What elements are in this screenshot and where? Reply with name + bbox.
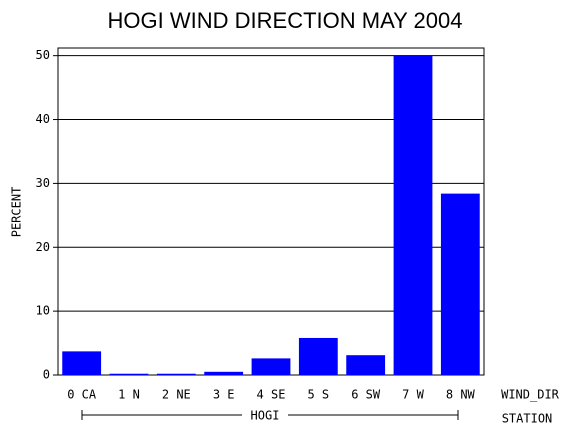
bar <box>251 358 291 375</box>
y-tick-label: 50 <box>36 48 50 62</box>
bar <box>109 373 149 375</box>
x-tick-label: 5 S <box>307 388 329 402</box>
y-tick-label: 40 <box>36 112 50 126</box>
group-label-bg <box>242 407 288 423</box>
bar <box>298 337 338 375</box>
y-axis-label: PERCENT <box>10 187 24 238</box>
x-tick-label: 0 CA <box>67 388 97 402</box>
x-tick-label: 8 NW <box>446 388 476 402</box>
y-tick-label: 20 <box>36 240 50 254</box>
bar <box>156 373 196 375</box>
chart-title: HOGI WIND DIRECTION MAY 2004 <box>108 8 463 33</box>
x-tick-label: 4 SE <box>257 388 286 402</box>
bar <box>440 193 480 375</box>
x-tick-label: 6 SW <box>351 388 381 402</box>
bar <box>393 55 433 375</box>
y-tick-label: 10 <box>36 304 50 318</box>
group-label: HOGI <box>251 409 280 423</box>
x-tick-label: 1 N <box>118 388 140 402</box>
group-axis-label: STATION <box>502 412 553 426</box>
bar <box>346 355 386 375</box>
x-axis-label: WIND_DIR <box>501 388 560 402</box>
x-tick-label: 7 W <box>402 388 424 402</box>
bar <box>204 371 244 375</box>
y-tick-label: 0 <box>43 368 50 382</box>
y-tick-label: 30 <box>36 176 50 190</box>
bar <box>62 351 102 375</box>
x-tick-label: 2 NE <box>162 388 191 402</box>
x-tick-label: 3 E <box>213 388 235 402</box>
